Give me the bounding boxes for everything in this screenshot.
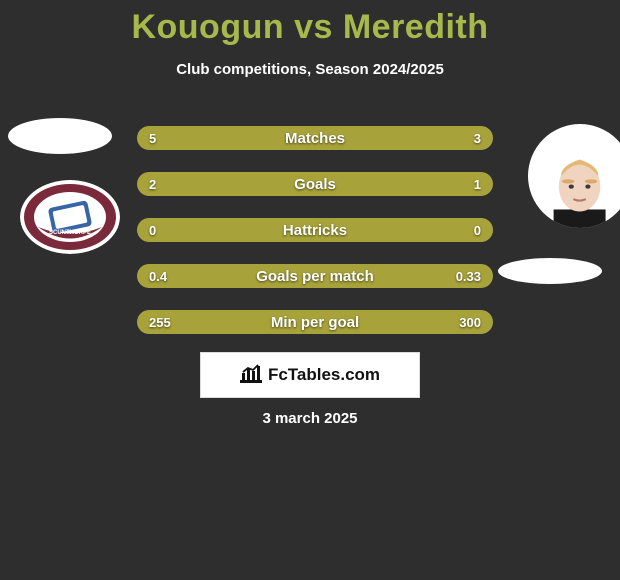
stat-label: Min per goal xyxy=(137,310,493,334)
stat-row: 0Hattricks0 xyxy=(137,218,493,242)
player-right-club-badge xyxy=(498,258,602,284)
stat-row: 2Goals1 xyxy=(137,172,493,196)
stat-value-right: 300 xyxy=(459,310,481,334)
stat-value-right: 0.33 xyxy=(456,264,481,288)
brand-badge: FcTables.com xyxy=(200,352,420,398)
footer-date: 3 march 2025 xyxy=(0,410,620,427)
comparison-chart: 5Matches3 2Goals1 0Hattricks0 0.4Goals per … xyxy=(137,126,493,356)
stat-label: Goals per match xyxy=(137,264,493,288)
stat-label: Matches xyxy=(137,126,493,150)
stat-value-right: 0 xyxy=(474,218,481,242)
stat-row: 0.4Goals per match0.33 xyxy=(137,264,493,288)
page-title: Kouogun vs Meredith xyxy=(0,0,620,47)
stat-row: 5Matches3 xyxy=(137,126,493,150)
stat-label: Goals xyxy=(137,172,493,196)
stat-label: Hattricks xyxy=(137,218,493,242)
player-left-club-badge: SCUNTHORPE xyxy=(20,180,120,254)
player-left-avatar xyxy=(8,118,112,154)
stat-value-right: 1 xyxy=(474,172,481,196)
chart-icon xyxy=(240,363,262,388)
svg-text:SCUNTHORPE: SCUNTHORPE xyxy=(49,230,91,236)
brand-text: FcTables.com xyxy=(268,365,380,385)
page-subtitle: Club competitions, Season 2024/2025 xyxy=(0,61,620,78)
stat-value-right: 3 xyxy=(474,126,481,150)
stat-row: 255Min per goal300 xyxy=(137,310,493,334)
player-right-avatar xyxy=(528,124,620,228)
